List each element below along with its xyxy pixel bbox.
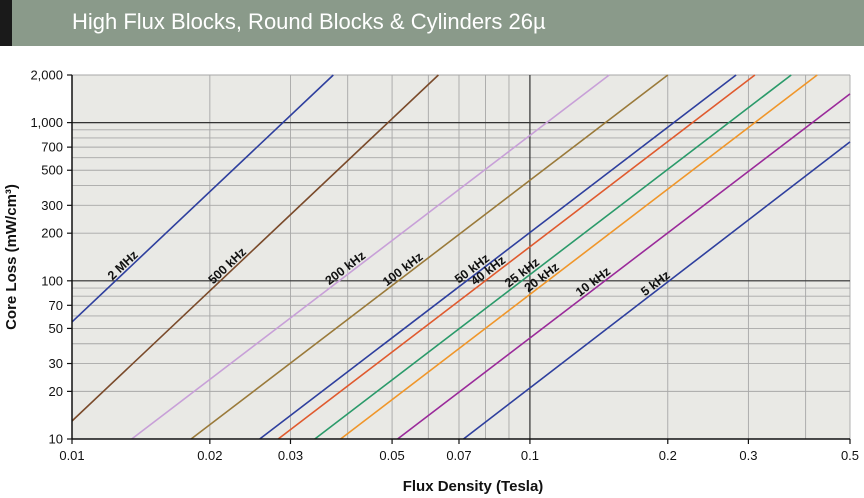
title-bar: High Flux Blocks, Round Blocks & Cylinde… <box>0 0 864 46</box>
x-axis-label: Flux Density (Tesla) <box>403 478 544 495</box>
y-tick-label: 100 <box>41 273 63 288</box>
y-tick-label: 2,000 <box>30 68 63 83</box>
x-tick-label: 0.3 <box>739 448 757 463</box>
series-line <box>397 93 851 440</box>
chart-title: High Flux Blocks, Round Blocks & Cylinde… <box>72 9 546 34</box>
x-tick-label: 0.03 <box>278 448 303 463</box>
y-tick-label: 10 <box>49 432 63 447</box>
y-tick-label: 300 <box>41 198 63 213</box>
x-tick-label: 0.2 <box>659 448 677 463</box>
x-tick-label: 0.1 <box>521 448 539 463</box>
y-tick-label: 20 <box>49 384 63 399</box>
y-tick-label: 500 <box>41 163 63 178</box>
series-line <box>340 74 818 440</box>
series-line <box>71 74 334 323</box>
x-tick-label: 0.01 <box>59 448 84 463</box>
chart-area: 0.01 0.02 0.03 0.05 0.07 0.1 0.2 0.3 0.5 10 20 30 50… <box>3 68 859 496</box>
series-line <box>131 74 610 440</box>
y-tick-label: 1,000 <box>30 115 63 130</box>
y-tick-label: 50 <box>49 321 63 336</box>
y-tick-label: 30 <box>49 356 63 371</box>
title-accent <box>0 0 12 46</box>
y-tick-label: 700 <box>41 140 63 155</box>
series-line <box>190 74 669 440</box>
series-line <box>463 141 851 440</box>
y-axis-label: Core Loss (mW/cm³) <box>3 184 20 330</box>
y-tick-label: 70 <box>49 298 63 313</box>
series-line <box>71 74 439 422</box>
x-tick-label: 0.05 <box>379 448 404 463</box>
x-tick-label: 0.5 <box>841 448 859 463</box>
plot-background <box>72 75 850 439</box>
x-tick-label: 0.07 <box>446 448 471 463</box>
series-line <box>259 74 737 440</box>
y-tick-label: 200 <box>41 226 63 241</box>
series-line <box>314 74 792 440</box>
x-tick-label: 0.02 <box>197 448 222 463</box>
series-line <box>277 74 756 440</box>
